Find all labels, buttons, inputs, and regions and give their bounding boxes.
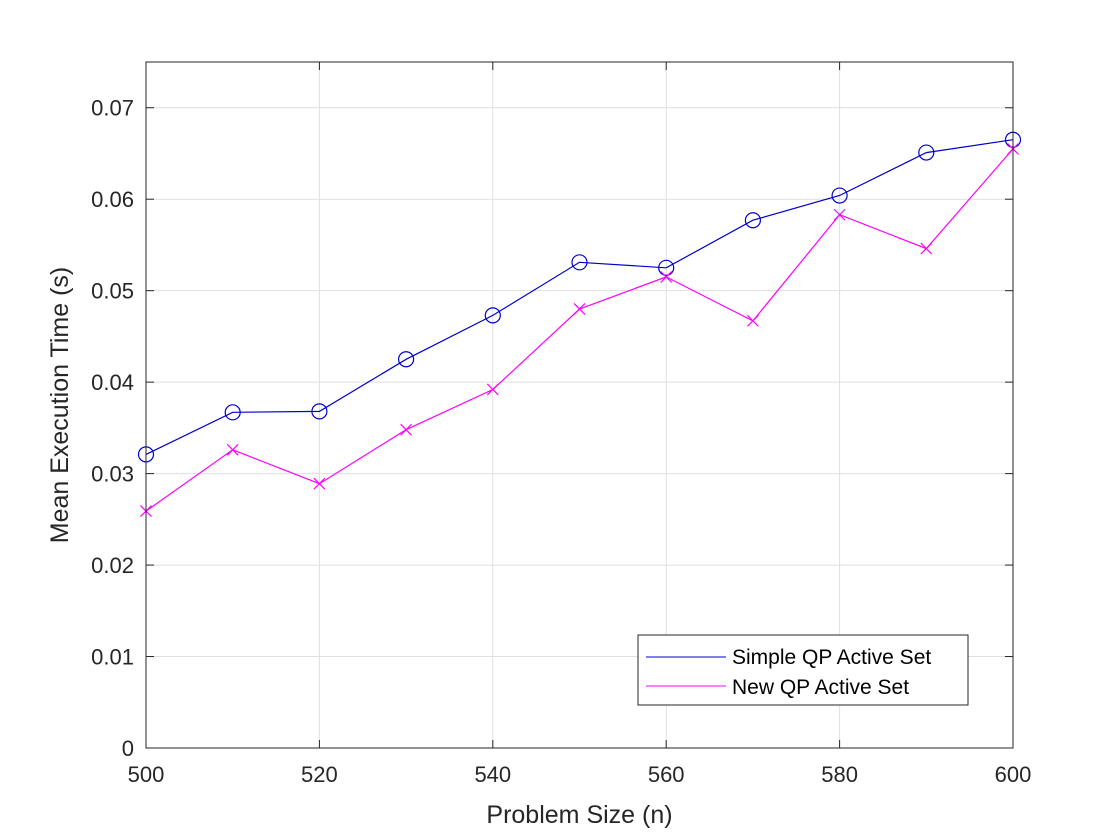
y-tick-label: 0 [122, 736, 134, 761]
data-point-new-qp-active-set [400, 423, 413, 436]
x-tick-labels: 500 520 540 560 580 600 [128, 762, 1032, 787]
legend-label-new-qp: New QP Active Set [732, 676, 909, 699]
data-point-simple-qp-active-set [311, 403, 328, 420]
y-tick-label: 0.04 [91, 370, 134, 395]
data-point-simple-qp-active-set [484, 307, 501, 324]
data-point-new-qp-active-set [746, 314, 759, 327]
data-point-new-qp-active-set [226, 443, 239, 456]
legend: Simple QP Active Set New QP Active Set [637, 634, 969, 706]
legend-box [637, 634, 969, 706]
y-tick-label: 0.02 [91, 553, 134, 578]
x-tick-label: 560 [648, 762, 685, 787]
y-axis-label: Mean Execution Time (s) [46, 267, 74, 544]
x-tick-label: 520 [301, 762, 338, 787]
data-point-simple-qp-active-set [398, 351, 415, 368]
data-point-new-qp-active-set [573, 303, 586, 315]
x-tick-label: 580 [821, 762, 858, 787]
data-point-simple-qp-active-set [918, 144, 935, 161]
series-line-simple-qp-active-set [145, 139, 1014, 455]
legend-label-simple-qp: Simple QP Active Set [732, 646, 931, 669]
x-tick-label: 540 [474, 762, 511, 787]
data-point-new-qp-active-set [486, 383, 499, 396]
data-point-new-qp-active-set [313, 477, 326, 490]
y-tick-label: 0.06 [91, 187, 134, 212]
data-point-simple-qp-active-set [744, 212, 762, 229]
x-tick-label: 600 [995, 762, 1032, 787]
plot-frame [145, 61, 1014, 749]
y-tick-label: 0.07 [91, 96, 134, 121]
data-point-simple-qp-active-set [658, 259, 675, 276]
data-point-simple-qp-active-set [831, 187, 848, 204]
data-point-new-qp-active-set [833, 208, 846, 221]
y-tick-label: 0.01 [91, 645, 134, 670]
y-tick-label: 0.05 [91, 279, 134, 304]
data-point-simple-qp-active-set [224, 404, 241, 421]
plot-background [146, 62, 1013, 748]
y-tick-labels: 0 0.01 0.02 0.03 0.04 0.05 0.06 0.07 [91, 96, 134, 761]
x-tick-label: 500 [128, 762, 165, 787]
data-point-new-qp-active-set [920, 242, 933, 255]
y-tick-label: 0.03 [91, 462, 134, 487]
data-point-simple-qp-active-set [571, 254, 588, 271]
grid-lines [145, 62, 1014, 749]
data-point-new-qp-active-set [660, 271, 673, 283]
x-axis-label: Problem Size (n) [486, 801, 672, 829]
